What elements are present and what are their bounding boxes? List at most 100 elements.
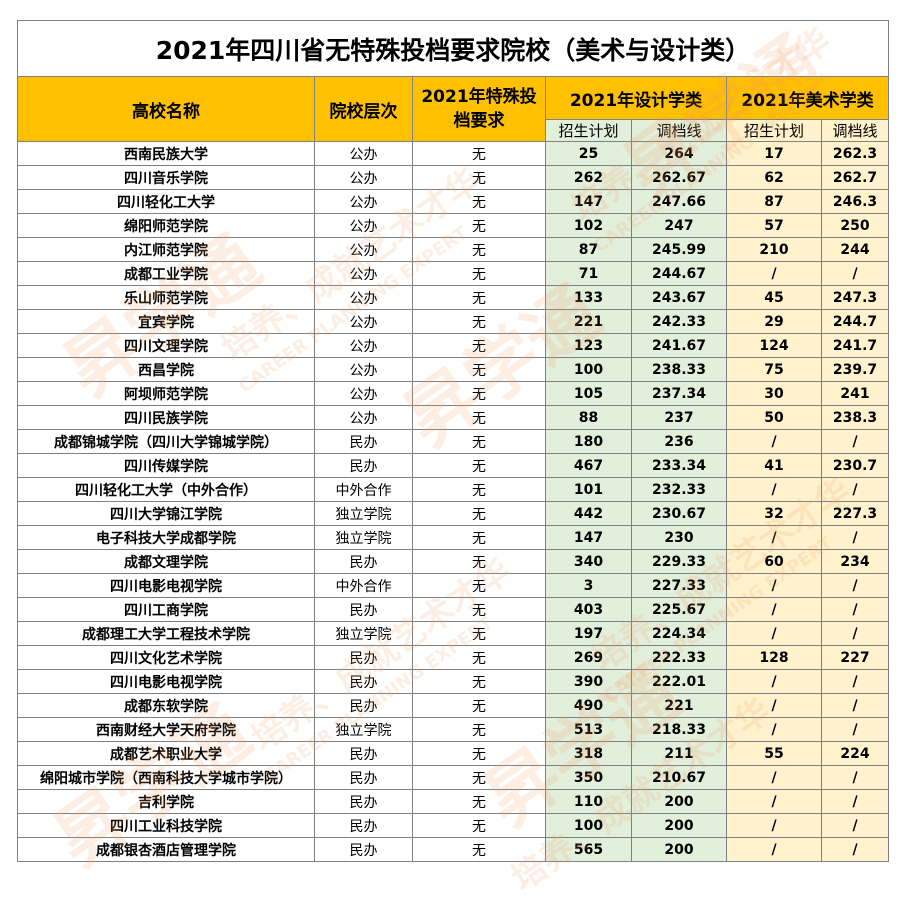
cell-art-score: 224: [820, 741, 890, 766]
cell-art-plan: /: [726, 261, 822, 286]
cell-art-score: /: [820, 765, 890, 790]
cell-design-score: 222.33: [631, 645, 727, 670]
cell-art-plan: 17: [726, 141, 822, 166]
table-row: 四川大学锦江学院 独立学院无 442 230.67 32 227.3: [17, 501, 890, 526]
cell-special-req: 无: [412, 141, 546, 166]
cell-school-level: 民办: [314, 429, 413, 454]
header-art-plan: 招生计划: [726, 119, 822, 142]
cell-art-score: /: [820, 789, 890, 814]
cell-design-plan: 100: [545, 813, 632, 838]
cell-school-level: 公办: [314, 141, 413, 166]
cell-art-plan: 87: [726, 189, 822, 214]
cell-school-name: 成都东软学院: [17, 693, 315, 718]
cell-art-score: /: [820, 477, 890, 502]
cell-design-score: 247: [631, 213, 727, 238]
cell-art-plan: 210: [726, 237, 822, 262]
cell-art-plan: 57: [726, 213, 822, 238]
cell-special-req: 无: [412, 813, 546, 838]
cell-school-name: 成都艺术职业大学: [17, 741, 315, 766]
cell-school-level: 民办: [314, 453, 413, 478]
cell-art-plan: /: [726, 765, 822, 790]
cell-design-plan: 467: [545, 453, 632, 478]
cell-school-name: 西南财经大学天府学院: [17, 717, 315, 742]
cell-school-level: 民办: [314, 645, 413, 670]
cell-school-level: 民办: [314, 597, 413, 622]
cell-design-score: 236: [631, 429, 727, 454]
table-row: 西昌学院 公办无 100 238.33 75 239.7: [17, 357, 890, 382]
cell-art-score: 241.7: [820, 333, 890, 358]
table-row: 成都理工大学工程技术学院 独立学院无 197 224.34//: [17, 621, 890, 646]
cell-design-score: 200: [631, 813, 727, 838]
cell-school-level: 公办: [314, 189, 413, 214]
cell-design-score: 238.33: [631, 357, 727, 382]
cell-special-req: 无: [412, 189, 546, 214]
spreadsheet: 2021年四川省无特殊投档要求院校（美术与设计类） 高校名称 院校层次 2021…: [16, 20, 890, 863]
header-design-group: 2021年设计学类: [545, 76, 727, 120]
header-design-score: 调档线: [631, 119, 727, 142]
table-row: 内江师范学院 公办无 87 245.99 210 244: [17, 237, 890, 262]
cell-art-plan: 62: [726, 165, 822, 190]
cell-school-name: 四川大学锦江学院: [17, 501, 315, 526]
cell-special-req: 无: [412, 261, 546, 286]
cell-art-score: 262.3: [820, 141, 890, 166]
cell-school-name: 四川文理学院: [17, 333, 315, 358]
cell-design-score: 222.01: [631, 669, 727, 694]
cell-special-req: 无: [412, 525, 546, 550]
cell-design-plan: 100: [545, 357, 632, 382]
cell-art-plan: 55: [726, 741, 822, 766]
cell-design-plan: 110: [545, 789, 632, 814]
table-row: 四川传媒学院 民办无 467 233.34 41 230.7: [17, 453, 890, 478]
cell-design-plan: 71: [545, 261, 632, 286]
cell-special-req: 无: [412, 645, 546, 670]
cell-art-score: 239.7: [820, 357, 890, 382]
cell-special-req: 无: [412, 621, 546, 646]
cell-school-name: 乐山师范学院: [17, 285, 315, 310]
cell-art-plan: 75: [726, 357, 822, 382]
cell-special-req: 无: [412, 765, 546, 790]
cell-school-name: 四川轻化工大学: [17, 189, 315, 214]
cell-art-plan: /: [726, 837, 822, 862]
table-row: 绵阳师范学院 公办无 102 247 57 250: [17, 213, 890, 238]
table-row: 四川文理学院 公办无 123 241.67 124 241.7: [17, 333, 890, 358]
header-school-level: 院校层次: [314, 76, 413, 142]
cell-school-level: 民办: [314, 693, 413, 718]
cell-design-score: 218.33: [631, 717, 727, 742]
cell-design-score: 244.67: [631, 261, 727, 286]
cell-art-score: /: [820, 573, 890, 598]
cell-art-plan: 124: [726, 333, 822, 358]
cell-design-plan: 403: [545, 597, 632, 622]
cell-school-name: 西南民族大学: [17, 141, 315, 166]
cell-art-plan: /: [726, 717, 822, 742]
cell-art-score: 250: [820, 213, 890, 238]
cell-special-req: 无: [412, 597, 546, 622]
cell-special-req: 无: [412, 429, 546, 454]
cell-design-score: 200: [631, 837, 727, 862]
table-row: 四川轻化工大学 公办无 147 247.66 87 246.3: [17, 189, 890, 214]
cell-special-req: 无: [412, 405, 546, 430]
cell-school-level: 中外合作: [314, 573, 413, 598]
table-row: 西南民族大学 公办无 25 264 17 262.3: [17, 141, 890, 166]
cell-school-name: 成都文理学院: [17, 549, 315, 574]
cell-design-plan: 350: [545, 765, 632, 790]
cell-school-level: 公办: [314, 237, 413, 262]
cell-art-plan: /: [726, 429, 822, 454]
cell-design-score: 229.33: [631, 549, 727, 574]
cell-design-score: 245.99: [631, 237, 727, 262]
cell-design-score: 264: [631, 141, 727, 166]
cell-school-level: 民办: [314, 837, 413, 862]
cell-school-name: 四川轻化工大学（中外合作）: [17, 477, 315, 502]
cell-special-req: 无: [412, 717, 546, 742]
cell-special-req: 无: [412, 573, 546, 598]
cell-art-score: /: [820, 621, 890, 646]
table-row: 四川电影电视学院 中外合作无 3 227.33//: [17, 573, 890, 598]
cell-school-level: 独立学院: [314, 525, 413, 550]
table-row: 四川轻化工大学（中外合作） 中外合作无 101 232.33//: [17, 477, 890, 502]
cell-art-score: 247.3: [820, 285, 890, 310]
cell-art-score: 241: [820, 381, 890, 406]
cell-design-score: 237.34: [631, 381, 727, 406]
cell-school-name: 成都理工大学工程技术学院: [17, 621, 315, 646]
cell-special-req: 无: [412, 477, 546, 502]
table-row: 成都银杏酒店管理学院 民办无 565 200//: [17, 837, 890, 862]
cell-school-level: 独立学院: [314, 717, 413, 742]
cell-design-score: 210.67: [631, 765, 727, 790]
